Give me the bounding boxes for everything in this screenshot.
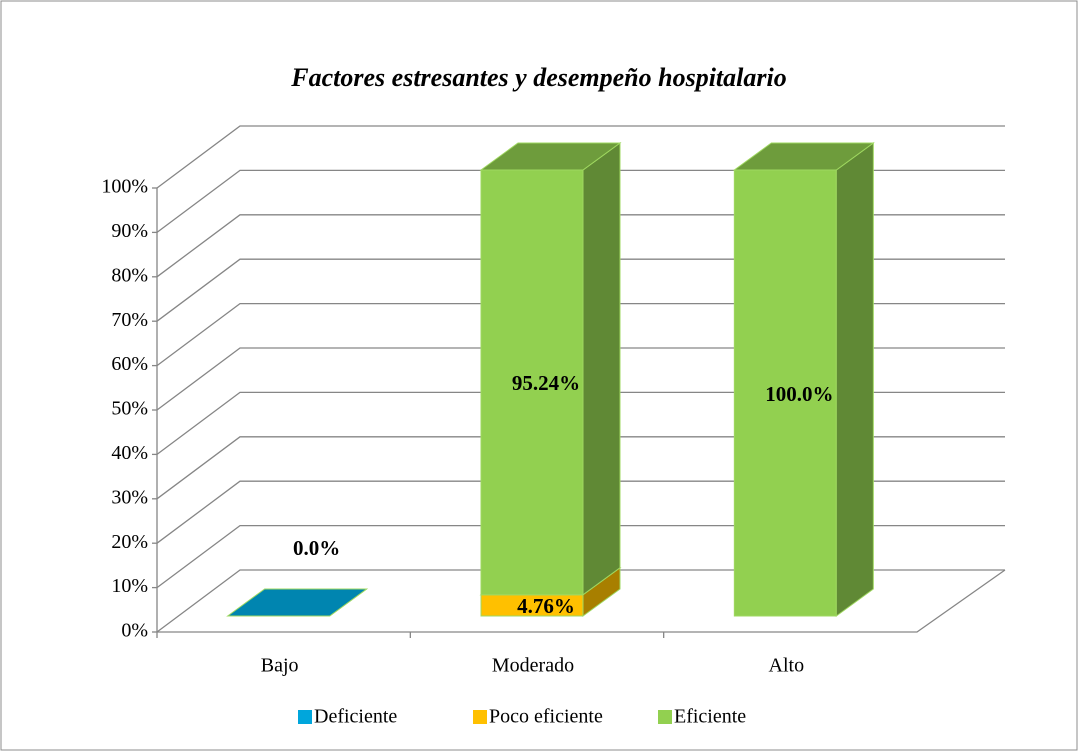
bar-segment: [226, 588, 369, 617]
bar-front: [480, 169, 584, 596]
y-tick-label: 80%: [111, 264, 148, 286]
bar-segment: [479, 142, 622, 596]
bar-segment: [732, 142, 875, 617]
data-label: 4.76%: [517, 594, 575, 618]
y-tick-label: 50%: [111, 398, 148, 420]
bar-front: [733, 169, 837, 617]
y-tick-label: 70%: [111, 309, 148, 331]
y-tick-label: 40%: [111, 442, 148, 464]
legend-label: Deficiente: [314, 706, 397, 728]
data-label: 95.24%: [512, 371, 580, 395]
bar-side: [835, 142, 874, 617]
y-tick-label: 20%: [111, 531, 148, 553]
legend-label: Poco eficiente: [489, 706, 603, 728]
bar-top: [732, 142, 875, 171]
x-tick-label: Alto: [769, 655, 805, 677]
x-tick-label: Moderado: [492, 655, 574, 677]
y-tick-label: 30%: [111, 486, 148, 508]
legend-swatch: [473, 710, 487, 724]
legend-swatch: [658, 710, 672, 724]
y-tick-label: 100%: [101, 176, 148, 198]
bar-top: [226, 588, 369, 617]
grid-line: [156, 125, 1005, 189]
bar-top: [479, 142, 622, 171]
chart-title: Factores estresantes y desempeño hospita…: [290, 63, 786, 92]
y-tick-label: 0%: [121, 620, 148, 642]
data-label: 100.0%: [765, 382, 833, 406]
y-tick-label: 10%: [111, 575, 148, 597]
x-tick-label: Bajo: [261, 655, 299, 677]
bar-side: [582, 142, 621, 596]
data-label: 0.0%: [293, 536, 340, 560]
y-tick-label: 90%: [111, 220, 148, 242]
y-tick-label: 60%: [111, 353, 148, 375]
legend-label: Eficiente: [674, 706, 746, 728]
legend-swatch: [298, 710, 312, 724]
